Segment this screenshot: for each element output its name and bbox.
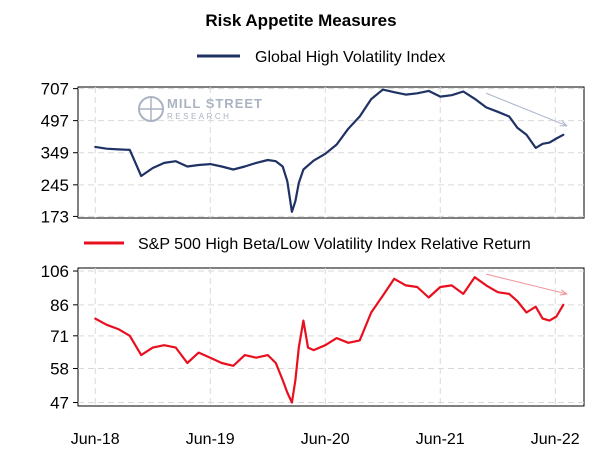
y-tick-label: 349 [41, 144, 69, 163]
high-volatility-panel: 173 245 349 497 707 MILL STREET RESEARCH [41, 80, 585, 226]
series-bottom [94, 276, 565, 404]
high-beta-panel: 47 58 71 86 106 [41, 262, 585, 413]
grid-top [78, 87, 584, 218]
trend-arrowhead [559, 289, 568, 296]
series-line-high-volatility [94, 88, 565, 213]
y-tick-label: 47 [50, 394, 69, 413]
y-axis-bottom: 47 58 71 86 106 [41, 262, 78, 413]
grid-bottom [78, 268, 584, 406]
x-tick-label: Jun-18 [71, 431, 120, 448]
watermark: MILL STREET RESEARCH [138, 96, 263, 122]
legend-label-high-beta: S&P 500 High Beta/Low Volatility Index R… [138, 236, 531, 253]
y-tick-label: 58 [50, 360, 69, 379]
x-tick-label: Jun-20 [301, 431, 350, 448]
trend-arrowhead [559, 120, 568, 127]
panel-frame-bottom [77, 267, 585, 407]
trend-arrow-top [486, 92, 568, 127]
watermark-line1: MILL STREET [167, 96, 263, 111]
series-line-high-beta [94, 276, 565, 404]
series-top [94, 88, 565, 213]
x-tick-label: Jun-21 [416, 431, 465, 448]
y-axis-top: 173 245 349 497 707 [41, 80, 78, 226]
trend-line [486, 92, 567, 127]
trend-line [486, 273, 567, 295]
trend-arrow-bottom [486, 273, 568, 296]
y-tick-label: 245 [41, 176, 69, 195]
y-tick-label: 71 [50, 327, 69, 346]
y-tick-label: 106 [41, 262, 69, 281]
x-tick-label: Jun-22 [531, 431, 580, 448]
y-tick-label: 86 [50, 296, 69, 315]
watermark-line2: RESEARCH [167, 112, 231, 121]
y-tick-label: 173 [41, 207, 69, 226]
y-tick-label: 497 [41, 112, 69, 131]
y-tick-label: 707 [41, 80, 69, 99]
x-tick-label: Jun-19 [186, 431, 235, 448]
legend-label-high-volatility: Global High Volatility Index [255, 49, 445, 66]
x-axis: Jun-18 Jun-19 Jun-20 Jun-21 Jun-22 [71, 431, 580, 448]
figure-title: Risk Appetite Measures [205, 11, 396, 30]
